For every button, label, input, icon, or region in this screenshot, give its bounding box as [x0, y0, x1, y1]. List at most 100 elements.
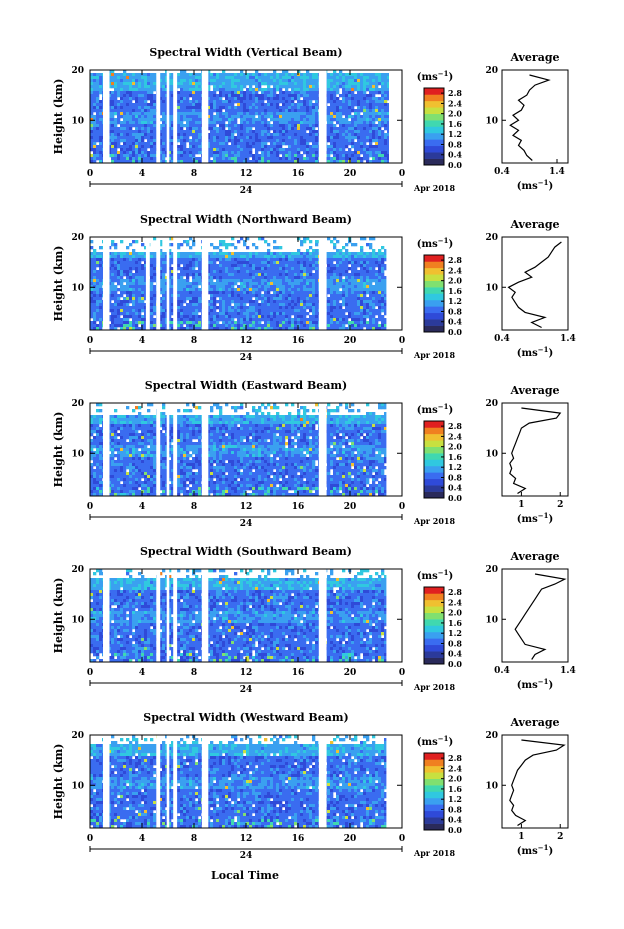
heatmap-cell — [90, 294, 94, 298]
heatmap-cell — [363, 112, 367, 116]
heatmap-cell — [255, 151, 259, 155]
heatmap-cell — [258, 261, 262, 265]
heatmap-cell — [186, 321, 190, 325]
heatmap-cell — [129, 88, 133, 92]
heatmap-cell — [90, 160, 94, 164]
heatmap-cell — [264, 160, 268, 164]
heatmap-cell — [222, 136, 226, 140]
heatmap-cell — [369, 115, 373, 119]
heatmap-cell — [210, 109, 214, 113]
heatmap-cell — [213, 121, 217, 125]
heatmap-cell — [129, 270, 133, 274]
heatmap-cell — [171, 142, 175, 146]
heatmap-cell — [99, 258, 103, 262]
heatmap-cell — [366, 115, 370, 119]
heatmap-cell — [267, 288, 271, 292]
heatmap-cell — [111, 94, 115, 98]
heatmap-cell — [219, 324, 223, 328]
heatmap-cell — [255, 306, 259, 310]
heatmap-cell — [282, 279, 286, 283]
heatmap-cell — [270, 82, 274, 86]
heatmap-cell — [270, 151, 274, 155]
heatmap-cell — [198, 148, 202, 152]
heatmap-cell — [171, 252, 175, 256]
heatmap-cell — [294, 136, 298, 140]
heatmap-cell — [258, 106, 262, 110]
heatmap-cell — [99, 321, 103, 325]
heatmap-cell — [108, 82, 112, 86]
heatmap-cell — [240, 148, 244, 152]
heatmap-cell — [90, 130, 94, 134]
heatmap-cell — [198, 160, 202, 164]
heatmap-cell — [144, 157, 148, 161]
avg-x-tick-label: 0.4 — [494, 167, 510, 177]
heatmap-cell — [135, 297, 139, 301]
heatmap-cell — [279, 267, 283, 271]
heatmap-cell — [192, 318, 196, 322]
heatmap-cell — [219, 157, 223, 161]
heatmap-cell — [222, 151, 226, 155]
heatmap-cell — [375, 136, 379, 140]
heatmap-cell — [165, 94, 169, 98]
heatmap-cell — [246, 121, 250, 125]
heatmap-cell — [186, 124, 190, 128]
heatmap-cell — [285, 285, 289, 289]
heatmap-cell — [333, 97, 337, 101]
heatmap-cell — [303, 294, 307, 298]
heatmap-cell — [363, 76, 367, 80]
heatmap-cell — [180, 270, 184, 274]
heatmap-cell — [234, 127, 238, 131]
heatmap-cell — [132, 121, 136, 125]
heatmap-cell — [171, 312, 175, 316]
heatmap-cell — [138, 303, 142, 307]
heatmap-cell — [120, 285, 124, 289]
heatmap-cell — [159, 127, 163, 131]
heatmap-cell — [150, 255, 154, 259]
heatmap-cell — [210, 300, 214, 304]
heatmap-cell — [165, 315, 169, 319]
heatmap-cell — [249, 264, 253, 268]
heatmap-cell — [126, 312, 130, 316]
heatmap-cell — [270, 106, 274, 110]
heatmap-cell — [219, 106, 223, 110]
heatmap-cell — [270, 112, 274, 116]
heatmap-cell — [198, 127, 202, 131]
heatmap-cell — [186, 279, 190, 283]
heatmap-cell — [240, 142, 244, 146]
heatmap-cell — [375, 82, 379, 86]
heatmap-cell — [189, 157, 193, 161]
heatmap-cell — [165, 100, 169, 104]
heatmap-cell — [90, 94, 94, 98]
heatmap-cell — [159, 103, 163, 107]
heatmap-cell — [195, 258, 199, 262]
heatmap-cell — [189, 285, 193, 289]
heatmap-cell — [330, 88, 334, 92]
heatmap-cell — [198, 279, 202, 283]
heatmap-cell — [279, 94, 283, 98]
heatmap-cell — [246, 300, 250, 304]
heatmap-cell — [276, 97, 280, 101]
heatmap-cell — [138, 130, 142, 134]
heatmap-cell — [279, 79, 283, 83]
heatmap-cell — [138, 151, 142, 155]
heatmap-cell — [96, 106, 100, 110]
heatmap-cell — [372, 91, 376, 95]
heatmap-cell — [126, 139, 130, 143]
heatmap-cell — [222, 103, 226, 107]
heatmap-cell — [168, 100, 172, 104]
heatmap-cell — [282, 106, 286, 110]
heatmap-cell — [219, 139, 223, 143]
heatmap-cell — [291, 297, 295, 301]
heatmap-cell — [270, 88, 274, 92]
heatmap-cell — [141, 270, 145, 274]
heatmap-cell — [258, 148, 262, 152]
heatmap-cell — [288, 109, 292, 113]
heatmap-cell — [282, 264, 286, 268]
heatmap-cell — [183, 285, 187, 289]
heatmap-cell — [180, 76, 184, 80]
heatmap-cell — [111, 100, 115, 104]
heatmap-cell — [231, 136, 235, 140]
heatmap-cell — [264, 133, 268, 137]
heatmap-cell — [336, 145, 340, 149]
heatmap-cell — [144, 160, 148, 164]
